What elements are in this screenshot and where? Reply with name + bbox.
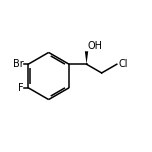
Polygon shape <box>85 51 88 64</box>
Text: Br: Br <box>13 59 24 69</box>
Text: OH: OH <box>88 41 103 51</box>
Text: F: F <box>18 83 24 93</box>
Text: Cl: Cl <box>118 59 128 69</box>
